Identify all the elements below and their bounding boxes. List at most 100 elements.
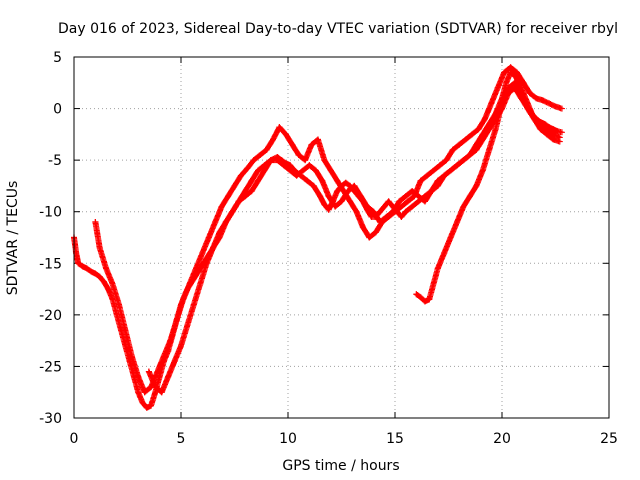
data-point — [513, 69, 520, 76]
data-point — [550, 131, 557, 138]
data-point — [128, 353, 135, 360]
data-point — [79, 263, 86, 270]
data-point — [338, 198, 345, 205]
data-point — [302, 157, 309, 164]
y-tick-label: -25 — [39, 359, 62, 375]
data-point — [385, 198, 392, 205]
data-point — [167, 337, 174, 344]
data-point — [531, 115, 538, 122]
y-tick-label: -15 — [39, 256, 62, 272]
data-point — [389, 208, 396, 215]
data-point — [135, 389, 142, 396]
data-point — [308, 141, 315, 148]
data-point — [507, 69, 514, 76]
data-point — [306, 162, 313, 169]
data-point — [242, 188, 249, 195]
data-point — [351, 182, 358, 189]
data-point — [274, 157, 281, 164]
y-tick-label: 0 — [53, 102, 62, 118]
data-point — [225, 193, 232, 200]
y-tick-label: -5 — [48, 153, 62, 169]
data-point — [344, 188, 351, 195]
data-point — [460, 203, 467, 210]
data-point — [248, 177, 255, 184]
series-track-a — [71, 69, 565, 411]
data-point — [317, 193, 324, 200]
data-point — [473, 182, 480, 189]
data-point — [205, 234, 212, 241]
data-point — [558, 105, 565, 112]
data-point — [244, 165, 251, 172]
data-point — [417, 294, 424, 301]
data-point — [413, 291, 420, 298]
data-point — [115, 301, 122, 308]
data-point — [334, 188, 341, 195]
data-point — [312, 167, 319, 174]
data-point — [353, 208, 360, 215]
data-point — [325, 193, 332, 200]
data-point — [501, 69, 508, 76]
data-point — [443, 157, 450, 164]
data-point — [434, 182, 441, 189]
data-point — [83, 265, 90, 272]
data-point — [261, 167, 268, 174]
data-point — [139, 399, 146, 406]
data-point — [304, 177, 311, 184]
data-point — [421, 198, 428, 205]
x-tick-label: 0 — [70, 431, 79, 447]
data-point — [178, 342, 184, 349]
data-point — [441, 172, 448, 179]
data-point — [347, 198, 354, 205]
data-point — [479, 136, 486, 143]
y-axis-label: SDTVAR / TECUs — [5, 181, 21, 296]
data-point — [415, 193, 422, 200]
data-point — [190, 301, 197, 308]
data-point — [454, 162, 461, 169]
data-point — [255, 177, 262, 184]
data-point — [456, 141, 463, 148]
data-point — [462, 136, 469, 143]
data-point — [96, 244, 103, 251]
data-point — [250, 157, 257, 164]
x-tick-label: 25 — [600, 431, 618, 447]
data-point — [460, 157, 467, 164]
data-point — [415, 198, 422, 205]
data-point — [203, 260, 210, 267]
data-point — [372, 229, 379, 236]
data-point — [289, 141, 296, 148]
data-point — [421, 298, 428, 305]
data-point — [186, 280, 193, 287]
data-point — [332, 203, 339, 210]
data-point — [92, 219, 99, 226]
data-point — [526, 90, 533, 97]
data-point — [135, 373, 142, 380]
data-point — [556, 134, 563, 141]
data-point — [148, 402, 155, 409]
data-point — [434, 265, 441, 272]
data-point — [267, 157, 274, 164]
data-point — [543, 131, 550, 138]
data-point — [520, 79, 527, 86]
data-point — [533, 95, 540, 102]
data-point — [96, 273, 103, 280]
data-point — [173, 317, 180, 324]
y-tick-label: -20 — [39, 308, 62, 324]
data-point — [231, 182, 238, 189]
data-point — [454, 219, 461, 226]
data-point — [398, 203, 405, 210]
data-point — [152, 389, 159, 396]
data-point — [466, 193, 473, 200]
data-point — [366, 234, 373, 241]
data-point — [334, 177, 341, 184]
data-point — [212, 219, 219, 226]
data-point — [321, 201, 328, 208]
data-point — [430, 167, 437, 174]
data-point — [229, 208, 236, 215]
y-tick-label: -10 — [39, 205, 62, 221]
data-point — [511, 79, 518, 86]
data-point — [377, 219, 384, 226]
data-point — [357, 193, 364, 200]
series-trail — [71, 69, 564, 411]
data-point — [280, 162, 287, 169]
data-point — [518, 90, 525, 97]
